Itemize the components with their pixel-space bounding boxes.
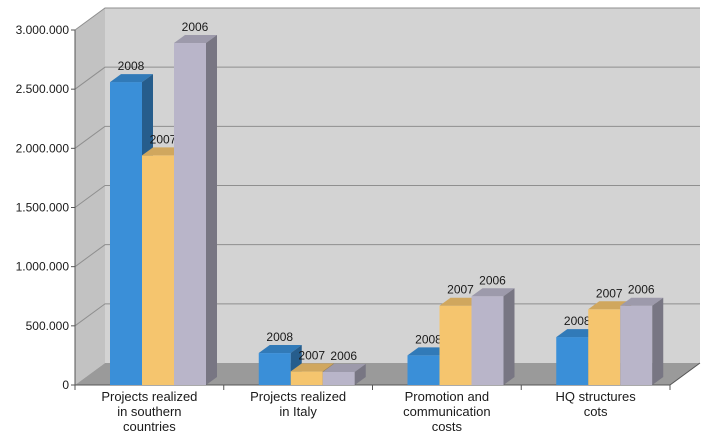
y-tick-label: 0 [62, 378, 69, 392]
x-category-label: Projects realized in southern countries [101, 389, 197, 434]
y-tick-label: 500.000 [26, 319, 70, 333]
y-tick-label: 2.500.000 [16, 82, 70, 96]
bar-data-label: 2006 [628, 283, 655, 297]
bar-data-label: 2008 [266, 330, 293, 344]
bar [322, 363, 366, 385]
y-tick-label: 2.000.000 [16, 141, 70, 155]
bar [471, 288, 515, 385]
bar-data-label: 2007 [150, 132, 177, 146]
gridlines [74, 7, 700, 327]
bar-data-label: 2008 [118, 59, 145, 73]
x-axis-category-labels: Projects realized in southern countries Pro… [101, 389, 636, 434]
x-category-label: HQ structures cots [556, 389, 637, 419]
bar-data-label: 2008 [564, 314, 591, 328]
floor [75, 363, 700, 385]
y-axis-tick-labels: 0 500.000 1.000.000 1.500.000 2.000.000 2.500… [16, 23, 75, 392]
bar-data-label: 2006 [330, 349, 357, 363]
bar-data-label: 2006 [479, 273, 506, 287]
y-tick-label: 1.500.000 [16, 201, 70, 215]
bar-data-label: 2008 [415, 332, 442, 346]
y-tick-label: 3.000.000 [16, 23, 70, 37]
floor-edge [669, 362, 701, 386]
gridline [74, 7, 700, 31]
gridline [74, 66, 700, 90]
bar-data-label: 2006 [182, 20, 209, 34]
y-tick-label: 1.000.000 [16, 260, 70, 274]
bar-data-label: 2007 [447, 283, 474, 297]
bar [174, 35, 217, 386]
bar [620, 297, 664, 385]
x-category-label: Projects realized in Italy [250, 389, 346, 419]
x-category-label: Promotion and communication costs [403, 389, 490, 434]
gridline [74, 125, 700, 149]
bar-data-label: 2007 [298, 348, 325, 362]
bar-series: 2008 2007 2006 2008 2007 2006 2008 2007 2006 2008… [110, 20, 664, 386]
bar-data-label: 2007 [596, 286, 623, 300]
gridline [74, 185, 700, 208]
gridline [74, 244, 700, 268]
